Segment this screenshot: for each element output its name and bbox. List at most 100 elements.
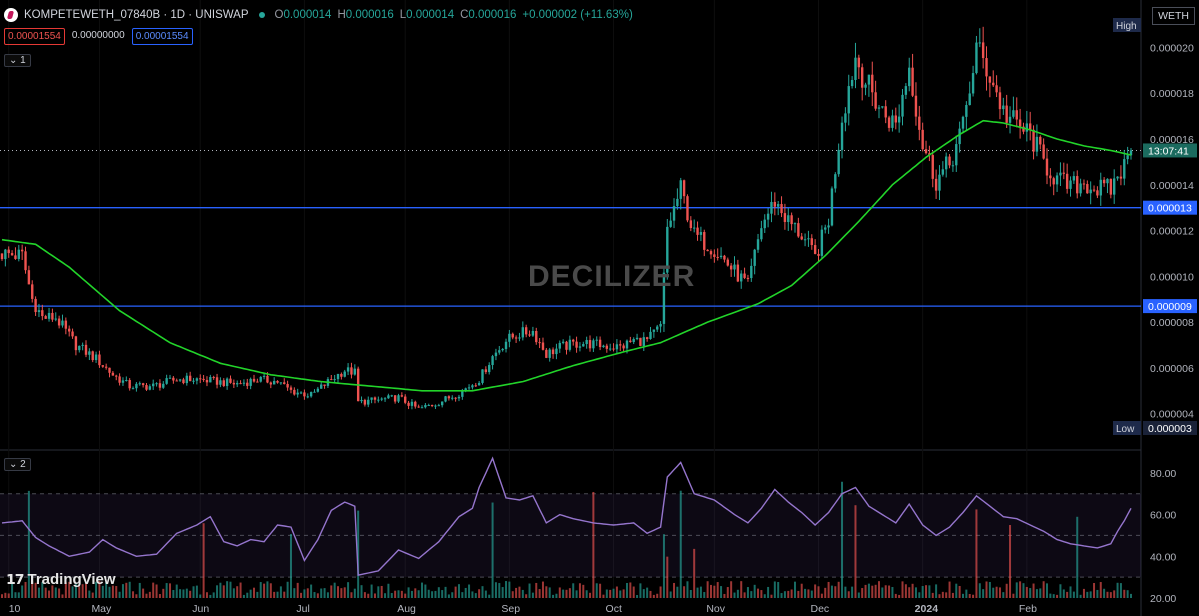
volume-bar bbox=[410, 590, 413, 598]
volume-bar bbox=[1022, 583, 1025, 598]
candle-body bbox=[615, 344, 619, 350]
volume-bar bbox=[340, 588, 343, 598]
volume-bar bbox=[975, 509, 978, 598]
volume-bar bbox=[931, 592, 934, 598]
candle-body bbox=[726, 259, 729, 266]
volume-bar bbox=[296, 582, 299, 598]
candle-body bbox=[746, 277, 750, 279]
buy-price-button[interactable]: 0.00001554 bbox=[131, 28, 193, 45]
volume-bar bbox=[407, 587, 410, 598]
volume-bar bbox=[706, 581, 709, 598]
volume-bar bbox=[377, 586, 380, 598]
candle-body bbox=[1109, 178, 1113, 195]
candle-body bbox=[141, 383, 145, 386]
lower-line-price-badge-label: 0.000009 bbox=[1148, 301, 1192, 313]
candle-body bbox=[1015, 110, 1018, 120]
volume-bar bbox=[484, 590, 487, 598]
volume-bar bbox=[95, 581, 98, 598]
candle-body bbox=[1042, 144, 1045, 159]
candle-body bbox=[111, 372, 115, 376]
volume-bar bbox=[373, 593, 376, 598]
volume-bar bbox=[269, 583, 272, 598]
token-logo-icon bbox=[4, 8, 18, 22]
volume-bar bbox=[686, 581, 689, 598]
volume-bar bbox=[814, 584, 817, 598]
candle-body bbox=[1055, 175, 1059, 185]
candle-body bbox=[860, 67, 864, 88]
candle-body bbox=[1082, 183, 1086, 185]
candle-body bbox=[202, 378, 205, 380]
tradingview-logo[interactable]: 𝟭𝟳 TradingView bbox=[6, 571, 116, 588]
candle-body bbox=[1116, 176, 1119, 179]
candle-body bbox=[874, 92, 877, 109]
volume-bar bbox=[142, 588, 145, 598]
volume-bar bbox=[800, 583, 803, 598]
volume-bar bbox=[652, 594, 655, 598]
volume-bar bbox=[367, 593, 370, 598]
candle-body bbox=[17, 249, 21, 259]
candle-body bbox=[390, 395, 393, 397]
symbol-title[interactable]: KOMPETEWETH_07840B · 1D · UNISWAP bbox=[24, 9, 249, 21]
volume-bar bbox=[397, 590, 400, 598]
upper-line-price-badge-label: 0.000013 bbox=[1148, 203, 1192, 215]
candle-body bbox=[108, 367, 111, 373]
volume-bar bbox=[226, 581, 229, 598]
volume-bar bbox=[646, 587, 649, 598]
candle-body bbox=[199, 378, 202, 380]
candle-body bbox=[800, 236, 803, 240]
volume-bar bbox=[978, 583, 981, 598]
price-axis-tick: 0.000012 bbox=[1150, 226, 1194, 238]
candle-body bbox=[128, 380, 131, 389]
volume-bar bbox=[1096, 589, 1099, 598]
candle-body bbox=[20, 249, 24, 252]
candle-body bbox=[803, 239, 807, 241]
price-axis-tick: 0.000018 bbox=[1150, 88, 1194, 100]
currency-selector[interactable]: WETH bbox=[1152, 7, 1195, 25]
volume-bar bbox=[793, 581, 796, 598]
volume-bar bbox=[1, 594, 3, 598]
candle-body bbox=[995, 85, 998, 93]
volume-bar bbox=[1119, 583, 1122, 598]
volume-bar bbox=[148, 591, 151, 598]
volume-bar bbox=[827, 581, 830, 598]
volume-bar bbox=[71, 586, 74, 598]
candle-body bbox=[88, 351, 91, 355]
price-axis-tick: 0.000004 bbox=[1150, 409, 1194, 421]
rsi-pane-toggle[interactable]: ⌄ 2 bbox=[4, 458, 31, 471]
candle-body bbox=[367, 399, 370, 405]
countdown-badge-bg bbox=[1143, 143, 1197, 158]
volume-bar bbox=[888, 585, 891, 598]
candle-body bbox=[941, 169, 945, 175]
candle-body bbox=[115, 375, 118, 377]
volume-bar bbox=[636, 594, 639, 598]
volume-bar bbox=[195, 585, 198, 598]
volume-bar bbox=[612, 588, 615, 598]
candle-body bbox=[192, 380, 195, 382]
sell-price-button[interactable]: 0.00001554 bbox=[4, 28, 65, 45]
candle-body bbox=[296, 392, 299, 395]
volume-bar bbox=[276, 591, 279, 598]
volume-bar bbox=[541, 581, 544, 598]
price-axis-tick: 0.000014 bbox=[1150, 180, 1194, 192]
volume-bar bbox=[538, 589, 541, 598]
volume-bar bbox=[1019, 581, 1022, 598]
volume-bar bbox=[390, 593, 393, 598]
candle-body bbox=[793, 223, 797, 225]
volume-bar bbox=[582, 584, 585, 598]
candle-body bbox=[948, 156, 951, 166]
volume-bar bbox=[1109, 592, 1112, 598]
volume-bar bbox=[300, 592, 303, 598]
volume-bar bbox=[676, 586, 679, 598]
x-axis-tick: Dec bbox=[811, 603, 830, 615]
candle-body bbox=[787, 215, 790, 222]
volume-bar bbox=[88, 590, 91, 598]
volume-bar bbox=[629, 582, 632, 598]
candle-body bbox=[131, 388, 135, 390]
candle-body bbox=[178, 379, 182, 381]
volume-bar bbox=[662, 534, 665, 598]
rsi-axis-tick: 40.00 bbox=[1150, 551, 1176, 563]
price-pane-toggle[interactable]: ⌄ 1 bbox=[4, 54, 31, 67]
candle-body bbox=[135, 383, 138, 389]
volume-bar bbox=[693, 548, 696, 598]
